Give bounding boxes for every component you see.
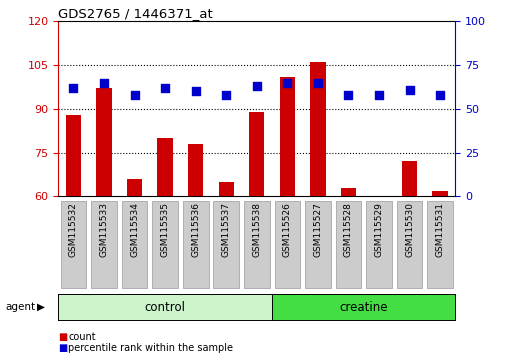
Text: percentile rank within the sample: percentile rank within the sample: [68, 343, 233, 353]
Text: GSM115529: GSM115529: [374, 202, 383, 257]
Point: [69, 85, 77, 91]
Text: control: control: [144, 301, 185, 314]
Text: GSM115528: GSM115528: [343, 202, 352, 257]
FancyBboxPatch shape: [335, 201, 361, 287]
Point: [283, 80, 291, 85]
FancyBboxPatch shape: [182, 201, 208, 287]
Bar: [66, 115, 81, 196]
Bar: [188, 144, 203, 196]
Point: [374, 92, 382, 98]
FancyBboxPatch shape: [61, 201, 86, 287]
Text: GDS2765 / 1446371_at: GDS2765 / 1446371_at: [58, 7, 213, 20]
FancyBboxPatch shape: [305, 201, 330, 287]
Bar: [248, 112, 264, 196]
FancyBboxPatch shape: [426, 201, 452, 287]
Bar: [157, 138, 172, 196]
Point: [435, 92, 443, 98]
Text: GSM115537: GSM115537: [221, 202, 230, 257]
Bar: [127, 179, 142, 196]
Point: [313, 80, 321, 85]
Text: GSM115527: GSM115527: [313, 202, 322, 257]
Point: [222, 92, 230, 98]
Bar: [218, 182, 233, 196]
Point: [405, 87, 413, 92]
Point: [191, 88, 199, 94]
Text: GSM115535: GSM115535: [160, 202, 169, 257]
Bar: [340, 188, 356, 196]
Point: [252, 83, 261, 89]
Text: GSM115536: GSM115536: [191, 202, 200, 257]
Bar: [432, 190, 447, 196]
Point: [130, 92, 138, 98]
Point: [161, 85, 169, 91]
Point: [100, 80, 108, 85]
Text: GSM115531: GSM115531: [435, 202, 444, 257]
Text: count: count: [68, 332, 96, 342]
Point: [344, 92, 352, 98]
FancyBboxPatch shape: [366, 201, 391, 287]
Text: GSM115538: GSM115538: [252, 202, 261, 257]
Text: GSM115526: GSM115526: [282, 202, 291, 257]
Bar: [96, 88, 112, 196]
Bar: [401, 161, 417, 196]
FancyBboxPatch shape: [213, 201, 238, 287]
Text: ■: ■: [58, 343, 67, 353]
FancyBboxPatch shape: [122, 201, 147, 287]
Text: creatine: creatine: [339, 301, 387, 314]
Text: GSM115532: GSM115532: [69, 202, 78, 257]
Text: agent: agent: [5, 302, 35, 312]
Text: GSM115534: GSM115534: [130, 202, 139, 257]
Text: ■: ■: [58, 332, 67, 342]
Bar: [310, 62, 325, 196]
Text: ▶: ▶: [37, 302, 45, 312]
Text: GSM115533: GSM115533: [99, 202, 108, 257]
Bar: [279, 77, 294, 196]
FancyBboxPatch shape: [91, 201, 117, 287]
FancyBboxPatch shape: [152, 201, 178, 287]
Text: GSM115530: GSM115530: [405, 202, 413, 257]
FancyBboxPatch shape: [274, 201, 299, 287]
FancyBboxPatch shape: [396, 201, 422, 287]
FancyBboxPatch shape: [243, 201, 269, 287]
